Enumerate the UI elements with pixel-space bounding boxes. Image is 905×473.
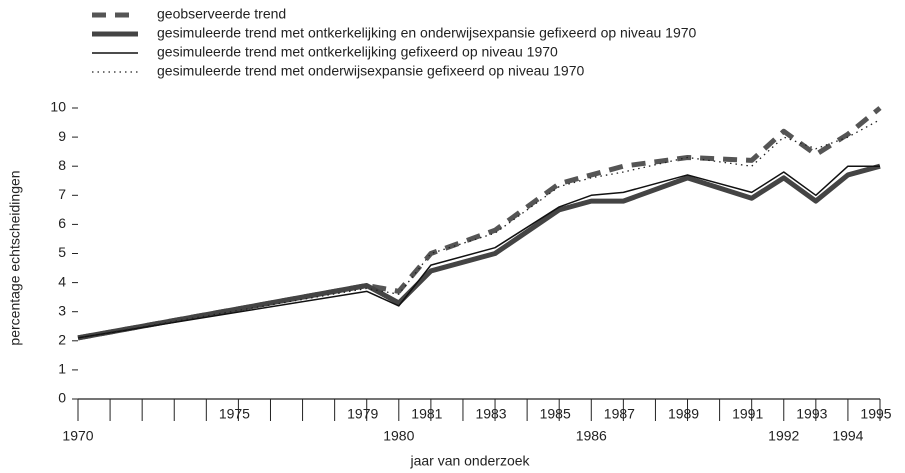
x-tick-label: 1985: [540, 406, 571, 422]
y-tick-label: 9: [58, 128, 66, 144]
legend-label: gesimuleerde trend met ontkerkelijking e…: [157, 25, 697, 41]
x-tick-label: 1994: [832, 428, 863, 444]
x-tick-label: 1970: [62, 428, 93, 444]
x-tick-label: 1993: [796, 406, 827, 422]
x-tick-label: 1989: [668, 406, 699, 422]
x-tick-label: 1992: [768, 428, 799, 444]
y-tick-label: 4: [58, 273, 66, 289]
legend-label: gesimuleerde trend met onderwijsexpansie…: [157, 63, 584, 79]
x-axis-label: jaar van onderzoek: [409, 453, 530, 469]
y-tick-label: 0: [58, 390, 66, 406]
x-tick-label: 1986: [576, 428, 607, 444]
x-tick-label: 1981: [411, 406, 442, 422]
y-tick-label: 7: [58, 186, 66, 202]
x-tick-label: 1995: [860, 406, 891, 422]
legend-label: gesimuleerde trend met ontkerkelijking g…: [157, 44, 558, 60]
x-tick-label: 1980: [383, 428, 414, 444]
y-tick-label: 6: [58, 215, 66, 231]
y-tick-label: 3: [58, 302, 66, 318]
series-line: [77, 119, 881, 339]
x-tick-label: 1979: [347, 406, 378, 422]
series-line: [77, 165, 880, 339]
y-tick-label: 2: [58, 332, 66, 348]
legend-label: geobserveerde trend: [157, 6, 286, 22]
series-line: [77, 163, 881, 341]
x-tick-label: 1991: [732, 406, 763, 422]
y-tick-label: 1: [58, 361, 66, 377]
y-tick-label: 10: [50, 99, 66, 115]
x-tick-label: 1987: [604, 406, 635, 422]
y-tick-label: 5: [58, 244, 66, 260]
x-tick-label: 1983: [475, 406, 506, 422]
x-tick-label: 1975: [219, 406, 250, 422]
y-tick-label: 8: [58, 157, 66, 173]
y-axis-label: percentage echtscheidingen: [7, 170, 23, 345]
series-line: [77, 106, 882, 341]
